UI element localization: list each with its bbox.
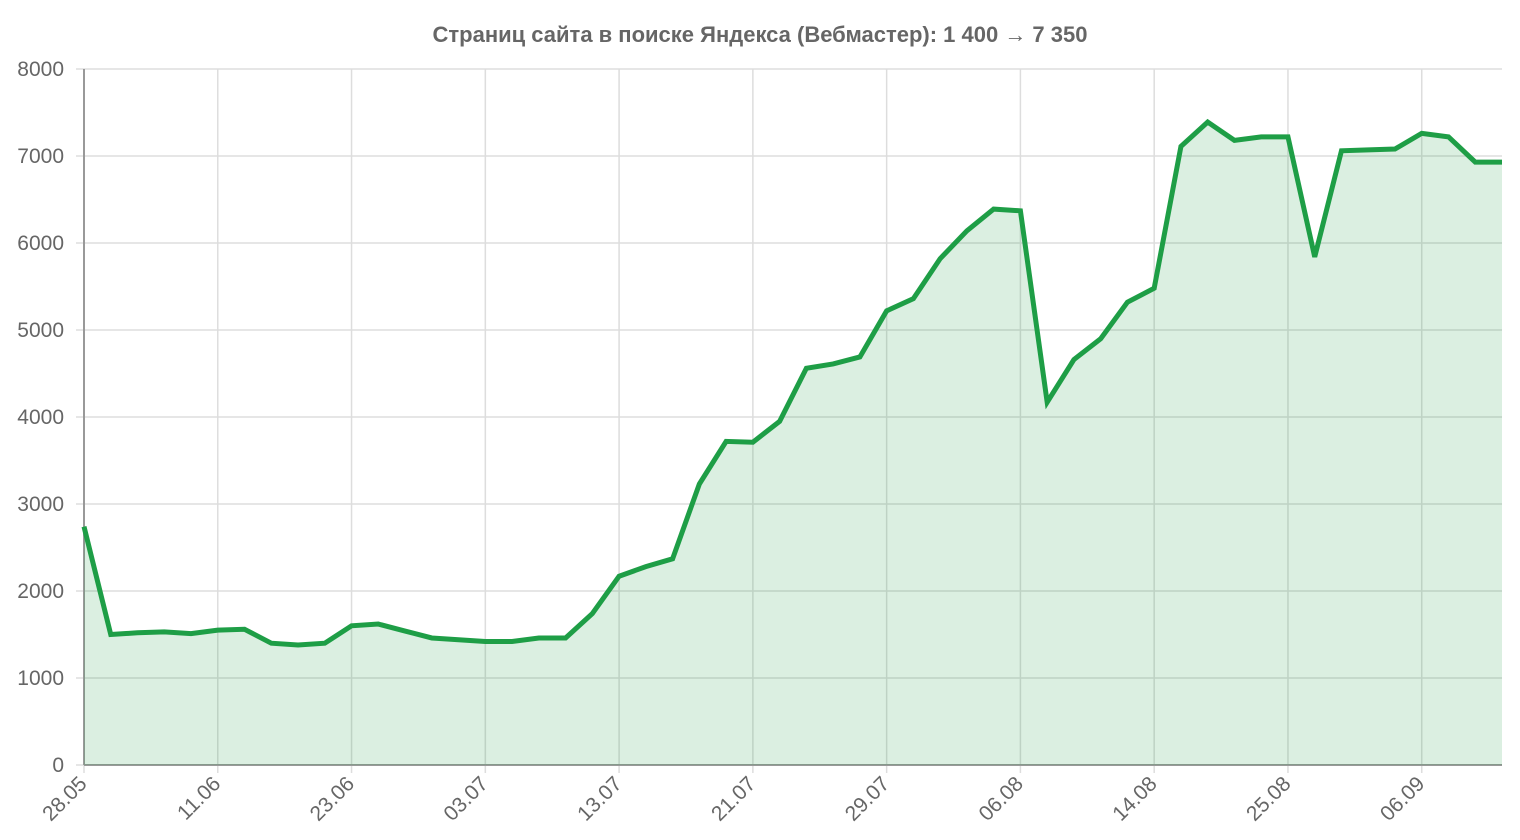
chart-title: Страниц сайта в поиске Яндекса (Вебмасте… (433, 22, 1088, 47)
y-tick-label: 6000 (17, 232, 64, 255)
y-tick-label: 7000 (17, 145, 64, 168)
x-tick-label: 23.06 (306, 772, 359, 825)
line (81, 118, 1502, 648)
area (84, 122, 1502, 765)
x-tick-label: 25.08 (1242, 772, 1295, 825)
y-tick-label: 0 (52, 754, 64, 777)
y-tick-label: 2000 (17, 580, 64, 603)
x-tick-label: 06.08 (975, 772, 1028, 825)
y-tick-label: 5000 (17, 319, 64, 342)
x-tick-label: 13.07 (573, 772, 626, 825)
y-tick-label: 3000 (17, 493, 64, 516)
x-tick-label: 28.05 (38, 772, 91, 825)
x-tick-label: 06.09 (1376, 772, 1429, 825)
x-tick-label: 03.07 (439, 772, 492, 825)
y-tick-label: 1000 (17, 667, 64, 690)
x-tick-label: 21.07 (707, 772, 760, 825)
x-tick-label: 14.08 (1108, 772, 1161, 825)
x-tick-label: 11.06 (173, 772, 225, 824)
y-tick-label: 4000 (17, 406, 64, 429)
x-tick-label: 29.07 (841, 772, 894, 825)
y-tick-label: 8000 (17, 58, 64, 81)
